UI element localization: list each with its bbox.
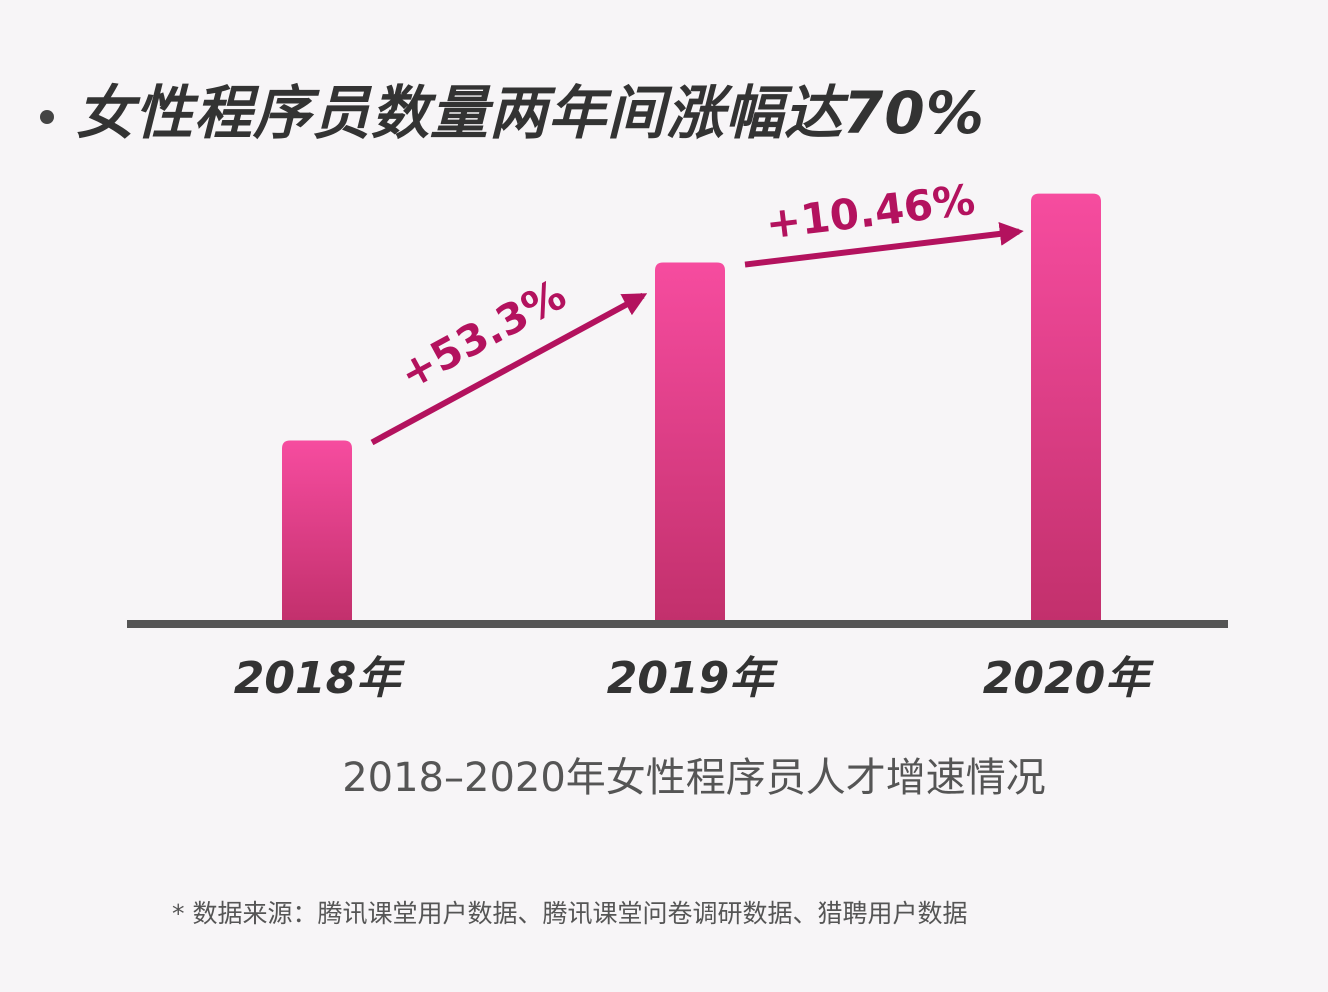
bar-2	[1031, 193, 1101, 623]
x-axis	[127, 620, 1228, 628]
footnote: * 数据来源：腾讯课堂用户数据、腾讯课堂问卷调研数据、猎聘用户数据	[172, 899, 968, 928]
bar-1	[655, 262, 725, 622]
bar-0	[282, 440, 352, 622]
growth-arrow	[370, 292, 648, 446]
growth-arrow	[744, 221, 1024, 268]
x-tick-label: 2018年	[234, 653, 405, 704]
x-tick-label: 2019年	[607, 653, 778, 704]
x-tick-label: 2020年	[983, 653, 1154, 704]
bullet-icon	[40, 109, 54, 124]
page-title: 女性程序员数量两年间涨幅达70%	[40, 66, 985, 150]
chart-caption: 2018–2020年女性程序员人才增速情况	[342, 755, 1046, 801]
title-text: 女性程序员数量两年间涨幅达70%	[76, 79, 985, 147]
